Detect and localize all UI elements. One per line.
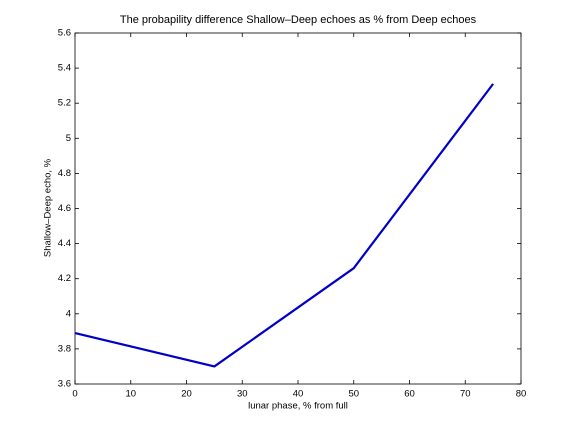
- x-tick-label: 10: [125, 389, 136, 400]
- x-tick-label: 70: [460, 389, 471, 400]
- y-tick-label: 5.6: [58, 28, 71, 39]
- x-tick-label: 50: [348, 389, 359, 400]
- x-tick-label: 20: [181, 389, 192, 400]
- y-tick-label: 3.8: [58, 343, 71, 354]
- x-tick-label: 30: [237, 389, 248, 400]
- x-tick-label: 60: [404, 389, 415, 400]
- x-tick-label: 40: [293, 389, 304, 400]
- y-tick-label: 4.8: [58, 168, 71, 179]
- y-tick-label: 4.4: [58, 238, 71, 249]
- y-tick-label: 4.2: [58, 273, 71, 284]
- data-line: [74, 83, 495, 368]
- y-tick-label: 3.6: [58, 379, 71, 390]
- chart-title: The probapility difference Shallow–Deep …: [120, 14, 477, 26]
- plot-frame: [74, 32, 522, 385]
- x-axis-label: lunar phase, % from full: [248, 401, 348, 412]
- y-tick-label: 4.6: [58, 203, 71, 214]
- x-tick-label: 0: [72, 389, 77, 400]
- y-tick-label: 5: [66, 133, 71, 144]
- y-tick-label: 5.4: [58, 63, 71, 74]
- y-tick-label: 5.2: [58, 98, 71, 109]
- y-tick-label: 4: [66, 308, 71, 319]
- x-tick-label: 80: [516, 389, 527, 400]
- y-axis-label: Shallow–Deep echo, %: [43, 158, 54, 257]
